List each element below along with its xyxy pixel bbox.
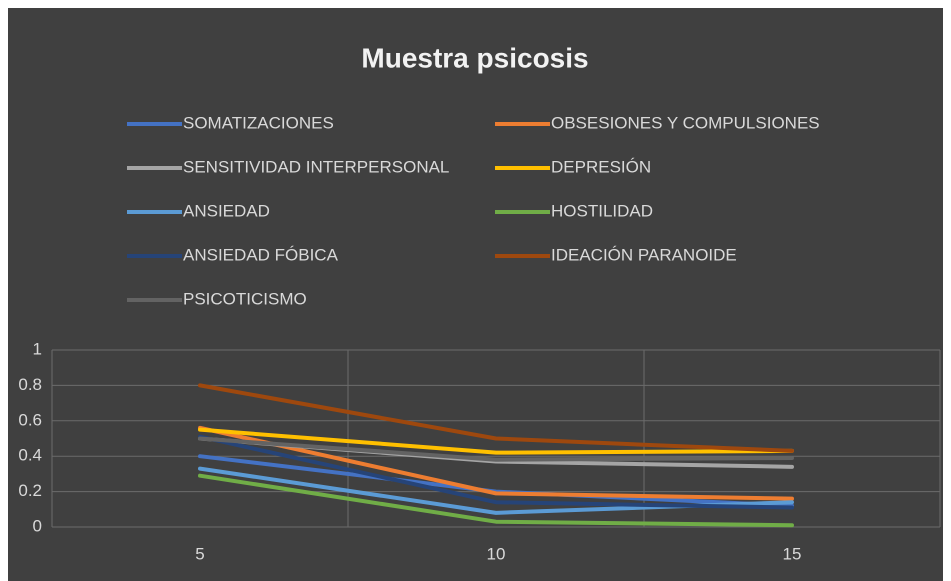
legend-label: OBSESIONES Y COMPULSIONES bbox=[551, 113, 820, 132]
series-line bbox=[198, 436, 794, 462]
legend-label: DEPRESIÓN bbox=[551, 157, 651, 176]
series-line bbox=[198, 434, 794, 510]
legend-label: SOMATIZACIONES bbox=[183, 113, 334, 132]
chart-title: Muestra psicosis bbox=[361, 42, 588, 73]
legend-label: HOSTILIDAD bbox=[551, 201, 653, 220]
series-line bbox=[198, 383, 794, 453]
y-tick-label: 0.2 bbox=[18, 481, 42, 500]
y-tick-label: 0 bbox=[33, 516, 42, 535]
chart-background bbox=[8, 8, 943, 581]
x-tick-label: 15 bbox=[783, 544, 802, 563]
legend-label: ANSIEDAD bbox=[183, 201, 270, 220]
y-tick-label: 1 bbox=[33, 339, 42, 358]
x-tick-label: 5 bbox=[195, 544, 204, 563]
legend-label: PSICOTICISMO bbox=[183, 289, 307, 308]
y-tick-label: 0.8 bbox=[18, 375, 42, 394]
series-line bbox=[198, 473, 794, 528]
legend-label: IDEACIÓN PARANOIDE bbox=[551, 245, 737, 264]
legend-label: ANSIEDAD FÓBICA bbox=[183, 245, 339, 264]
series-line bbox=[198, 427, 794, 455]
x-tick-label: 10 bbox=[487, 544, 506, 563]
y-tick-label: 0.4 bbox=[18, 446, 42, 465]
legend-label: SENSITIVIDAD INTERPERSONAL bbox=[183, 157, 449, 176]
y-tick-label: 0.6 bbox=[18, 410, 42, 429]
series-line bbox=[198, 425, 794, 501]
